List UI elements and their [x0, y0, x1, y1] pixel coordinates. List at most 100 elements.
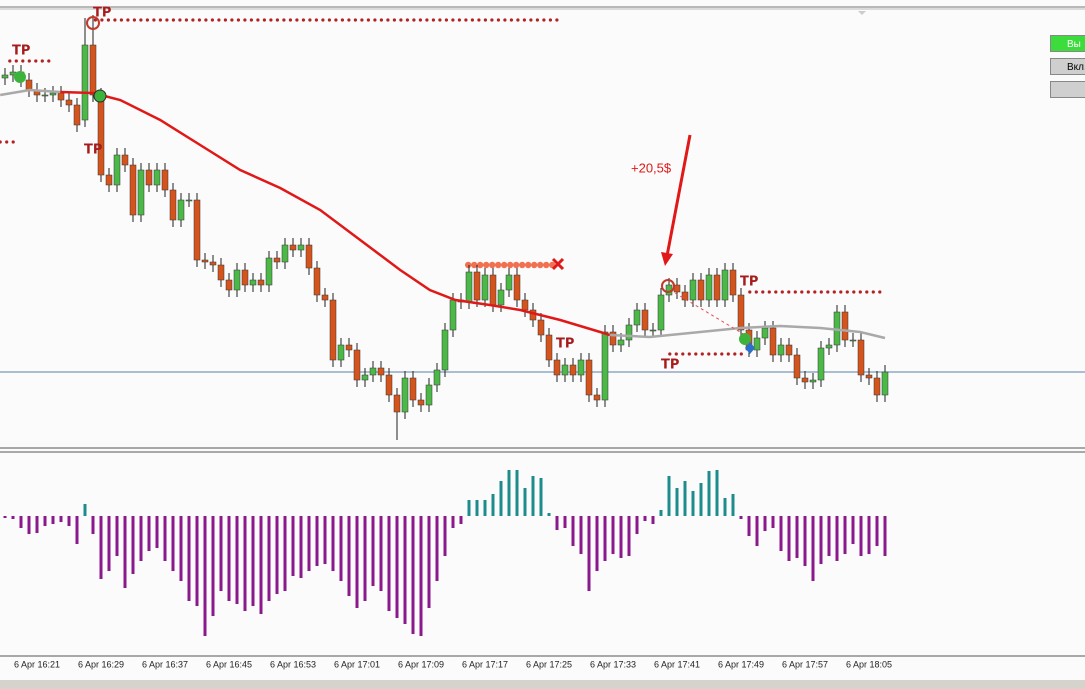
level: [465, 261, 556, 269]
x-tick-label: 6 Apr 16:37: [142, 659, 188, 669]
level-dot: [197, 18, 201, 22]
candle-body: [81, 44, 89, 121]
histogram-bar: [203, 516, 207, 636]
histogram-bar: [491, 494, 495, 516]
level-dot: [519, 261, 526, 269]
candle-body: [713, 274, 721, 301]
level-dot: [800, 290, 804, 294]
status-strip: [0, 680, 1085, 689]
candle-body: [577, 359, 585, 376]
toggle-button[interactable]: [1050, 81, 1085, 98]
histogram-bar: [643, 516, 647, 521]
histogram-bar: [859, 516, 863, 556]
level-dot: [543, 261, 550, 269]
histogram-bar: [691, 491, 695, 516]
level-dot: [754, 290, 758, 294]
level-dot: [483, 261, 490, 269]
histogram-bar: [275, 516, 279, 594]
candle-body: [129, 164, 137, 216]
candle-body: [185, 199, 193, 202]
histogram-bar: [635, 516, 639, 534]
level-dot: [262, 18, 266, 22]
histogram-bar: [867, 516, 871, 554]
level-dot: [674, 352, 678, 356]
candle-body: [313, 267, 321, 296]
level-dot: [720, 352, 724, 356]
histogram-bar: [683, 481, 687, 516]
tp-label: TP: [556, 337, 574, 352]
candle-body: [625, 324, 633, 341]
level-dot: [871, 290, 875, 294]
histogram-bar: [11, 516, 15, 519]
level-dot: [165, 18, 169, 22]
level-dot: [761, 290, 765, 294]
histogram-bar: [675, 488, 679, 516]
level-dot: [301, 18, 305, 22]
histogram-bar: [515, 470, 519, 516]
level-dot: [531, 261, 538, 269]
level-dot: [522, 18, 527, 22]
tp-label: TP: [661, 358, 679, 373]
level-dot: [145, 18, 149, 22]
histogram-bar: [75, 516, 79, 544]
candle-body: [257, 279, 265, 286]
candle-body: [297, 244, 305, 251]
candle-body: [305, 244, 313, 269]
histogram-bar: [339, 516, 343, 581]
histogram-bar: [107, 516, 111, 571]
histogram-bar: [779, 516, 783, 551]
level-dot: [733, 352, 737, 356]
histogram-bar: [787, 516, 791, 561]
level-dot: [275, 18, 279, 22]
histogram-bar: [115, 516, 119, 556]
trade-line: [669, 289, 746, 336]
level-dot: [878, 290, 882, 294]
level-dot: [806, 290, 810, 294]
profit-label: +20,5$: [631, 160, 672, 175]
level-dot: [451, 18, 455, 22]
level-dot: [694, 352, 698, 356]
level-dot: [687, 352, 691, 356]
candle-body: [873, 377, 881, 396]
level-dot: [813, 290, 817, 294]
histogram-bar: [875, 516, 879, 546]
histogram-bar: [299, 516, 303, 578]
level-dot: [321, 18, 325, 22]
candle-body: [681, 291, 689, 301]
level-dot: [230, 18, 234, 22]
x-tick-label: 6 Apr 16:53: [270, 659, 316, 669]
histogram-bar: [539, 478, 543, 516]
level-dot: [217, 18, 221, 22]
histogram-bar: [571, 516, 575, 546]
level-dot: [223, 18, 227, 22]
toggle-button[interactable]: Вкл.I: [1050, 58, 1085, 75]
histogram-bar: [811, 516, 815, 581]
histogram-bar: [603, 516, 607, 561]
x-tick-label: 6 Apr 17:17: [462, 659, 508, 669]
level-dot: [379, 18, 383, 22]
histogram-bar: [51, 516, 55, 524]
level-dot: [334, 18, 338, 22]
level-dot: [360, 18, 364, 22]
histogram-bar: [187, 516, 191, 601]
histogram-bar: [259, 516, 263, 614]
histogram-bar: [435, 516, 439, 581]
histogram-bar: [883, 516, 887, 556]
histogram-bar: [355, 516, 359, 608]
candle-body: [265, 257, 273, 286]
candle-body: [89, 44, 97, 96]
histogram-bar: [227, 516, 231, 601]
plot: 6 Apr 16:21 6 Apr 16:29 6 Apr 16:37 6 Apr 1…: [0, 15, 1085, 669]
candle-body: [881, 371, 889, 396]
toggle-button[interactable]: Вы: [1050, 35, 1085, 52]
level: [0, 140, 15, 144]
candle-body: [49, 92, 57, 96]
level-dot: [495, 261, 502, 269]
candle-body: [73, 104, 81, 126]
histogram-bar: [715, 470, 719, 516]
level-dot: [477, 18, 481, 22]
histogram-bar: [43, 516, 47, 526]
candle-body: [361, 374, 369, 381]
histogram-bar: [123, 516, 127, 588]
candle-body: [801, 377, 809, 383]
